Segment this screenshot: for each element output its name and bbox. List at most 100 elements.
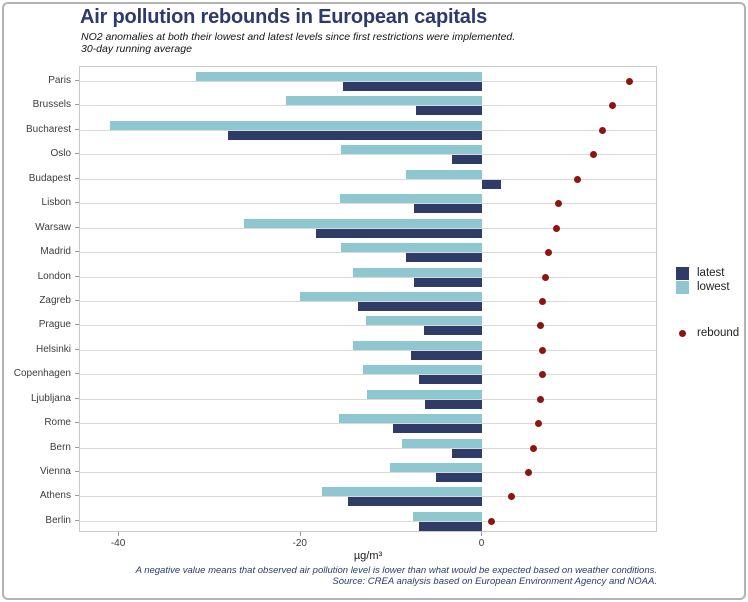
legend: latest lowest rebound [676,266,739,340]
y-axis-label: Zagreb [39,294,71,306]
y-axis-tick [75,348,79,350]
footnote-line1: A negative value means that observed air… [135,565,657,576]
bar-latest [418,521,483,531]
y-axis-label: Madrid [40,246,71,258]
bar-latest [425,399,483,409]
bar-latest [414,277,483,287]
bar-latest [410,350,483,360]
y-axis-label: Lisbon [41,197,71,209]
rebound-dot [529,444,537,452]
rebound-dot [553,224,561,232]
y-axis-tick [75,422,79,424]
y-axis-tick [75,519,79,521]
y-axis-label: Paris [48,75,71,86]
bar-lowest [367,389,483,399]
y-axis-label: Bucharest [25,123,71,135]
bar-lowest [362,365,483,375]
bar-lowest [243,218,483,228]
chart-title: Air pollution rebounds in European capit… [80,6,487,28]
y-axis-label: Brussels [32,99,71,111]
row-gridline [80,154,656,156]
row-gridline [80,447,656,449]
x-axis-tick [118,532,120,536]
row-gridline [80,325,656,327]
row-gridline [80,227,656,229]
x-axis-tick-label: -40 [110,538,126,549]
rebound-dot [541,273,549,281]
legend-label-lowest: lowest [697,281,730,293]
bar-lowest [286,96,483,106]
y-axis-label: Budapest [28,172,71,184]
y-axis-label: Copenhagen [13,368,71,380]
bar-lowest [406,169,483,179]
y-axis-tick [75,177,79,179]
bar-lowest [109,120,483,130]
rebound-dot [488,517,496,525]
row-gridline [80,472,656,474]
chart-subtitle-line2: 30-day running average [81,43,192,55]
y-axis-label: Berlin [45,514,71,526]
bar-lowest [299,291,483,301]
y-axis-tick [75,128,79,130]
rebound-dot [626,78,634,85]
legend-item-rebound: rebound [676,326,739,340]
bar-latest [358,301,483,311]
bar-latest [414,204,483,214]
row-gridline [80,520,656,522]
rebound-dot [574,175,582,183]
y-axis-label: Prague [38,319,71,331]
bar-lowest [338,414,483,424]
rebound-dot [608,102,616,110]
legend-item-latest: latest [676,266,739,280]
row-gridline [80,105,656,107]
y-axis-tick [75,251,79,253]
bar-lowest [340,243,483,253]
row-gridline [80,129,656,131]
y-axis-tick [75,495,79,497]
bar-lowest [340,145,483,155]
y-axis-label: Vienna [40,466,71,478]
y-axis-label: Helsinki [35,343,71,355]
bar-lowest [401,438,483,448]
x-axis-tick-label: 0 [478,538,485,549]
row-gridline [80,203,656,205]
x-axis-tick-label: -20 [292,538,307,549]
y-axis-tick [75,373,79,375]
bar-lowest [412,511,483,521]
y-axis-tick [75,104,79,106]
rebound-dot [538,346,546,354]
rebound-dot [535,420,543,428]
y-axis-label: Warsaw [35,221,71,233]
legend-label-latest: latest [697,267,725,279]
y-axis-tick [75,80,79,81]
bar-lowest [366,316,483,326]
row-gridline [80,374,656,376]
bar-latest [482,179,501,189]
y-axis-tick [75,324,79,326]
row-gridline [80,178,656,180]
bar-lowest [321,487,483,497]
bar-lowest [353,267,483,277]
rebound-dot [537,322,545,330]
y-axis-tick [75,226,79,228]
y-axis-tick [75,202,79,204]
x-axis-tick [481,532,483,536]
row-gridline [80,276,656,278]
bar-latest [228,130,483,140]
bar-latest [452,448,483,458]
rebound-dot [598,126,606,134]
bar-latest [424,326,483,336]
y-axis-tick [75,397,79,399]
rebound-dot [589,151,597,159]
bar-latest [416,106,483,116]
bar-lowest [353,340,483,350]
legend-swatch-latest [676,266,689,280]
bar-latest [451,155,483,165]
y-axis-tick [75,299,79,301]
rebound-dot [508,493,516,501]
legend-swatch-lowest [676,280,689,294]
y-axis-label: Bern [49,441,71,453]
bar-lowest [389,463,483,473]
row-gridline [80,349,656,351]
